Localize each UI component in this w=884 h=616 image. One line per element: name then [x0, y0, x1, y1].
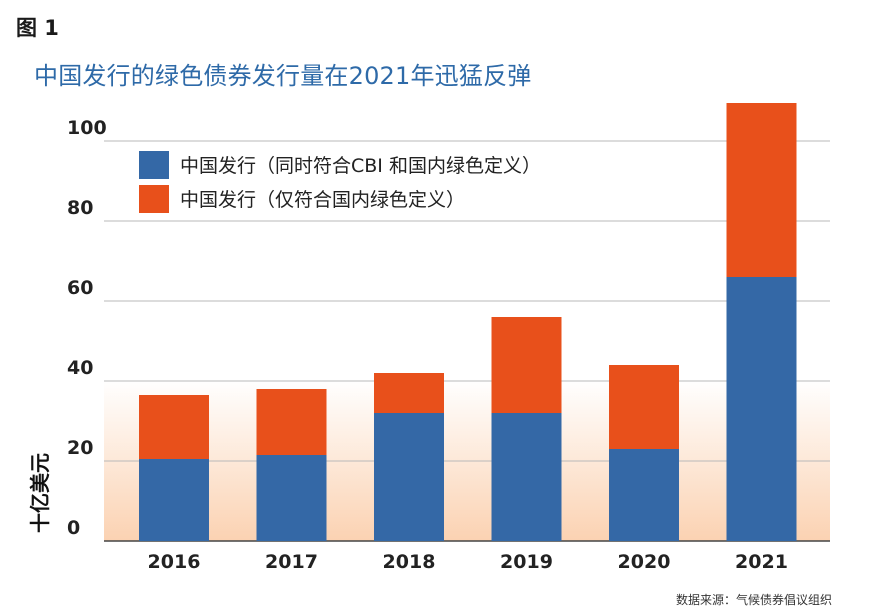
y-tick-label-0: 0 [67, 517, 80, 539]
bar-2017-series-1 [256, 455, 327, 541]
bars [139, 103, 797, 541]
tick-labels: 0 20 40 60 80 100 2016 2017 2018 2019 2020 2021 [67, 117, 788, 573]
grid-lines [104, 140, 830, 542]
y-tick-label-40: 40 [67, 357, 93, 379]
bar-2021-series-2 [726, 103, 797, 277]
x-tick-label-2018: 2018 [383, 551, 436, 573]
bar-2017-series-2 [256, 389, 327, 455]
legend-swatch-2 [139, 185, 169, 213]
bar-2018-series-1 [374, 413, 444, 541]
x-tick-label-2021: 2021 [735, 551, 788, 573]
y-axis-label: 十亿美元 [28, 453, 52, 533]
bar-2020-series-2 [609, 365, 679, 449]
bar-2020-series-1 [609, 449, 679, 541]
y-tick-label-20: 20 [67, 437, 93, 459]
chart-title: 中国发行的绿色债券发行量在2021年迅猛反弹 [34, 62, 532, 90]
y-tick-label-60: 60 [67, 277, 93, 299]
bar-2018-series-2 [374, 373, 444, 413]
figure-label: 图 1 [16, 16, 59, 40]
x-tick-label-2016: 2016 [148, 551, 201, 573]
bar-2016-series-2 [139, 395, 209, 459]
bar-2021-series-1 [726, 277, 797, 541]
bar-2019-series-2 [491, 317, 562, 413]
y-tick-label-80: 80 [67, 197, 93, 219]
x-tick-label-2017: 2017 [265, 551, 318, 573]
bar-2019-series-1 [491, 413, 562, 541]
legend-swatch-1 [139, 151, 169, 179]
bar-2016-series-1 [139, 459, 209, 541]
source-note: 数据来源：气候债券倡议组织 [675, 593, 832, 607]
legend: 中国发行（同时符合CBI 和国内绿色定义） 中国发行（仅符合国内绿色定义） [139, 151, 541, 213]
x-tick-label-2020: 2020 [618, 551, 671, 573]
x-tick-label-2019: 2019 [500, 551, 553, 573]
y-tick-label-100: 100 [67, 117, 107, 139]
legend-label-2: 中国发行（仅符合国内绿色定义） [180, 189, 465, 211]
legend-label-1: 中国发行（同时符合CBI 和国内绿色定义） [180, 155, 541, 177]
